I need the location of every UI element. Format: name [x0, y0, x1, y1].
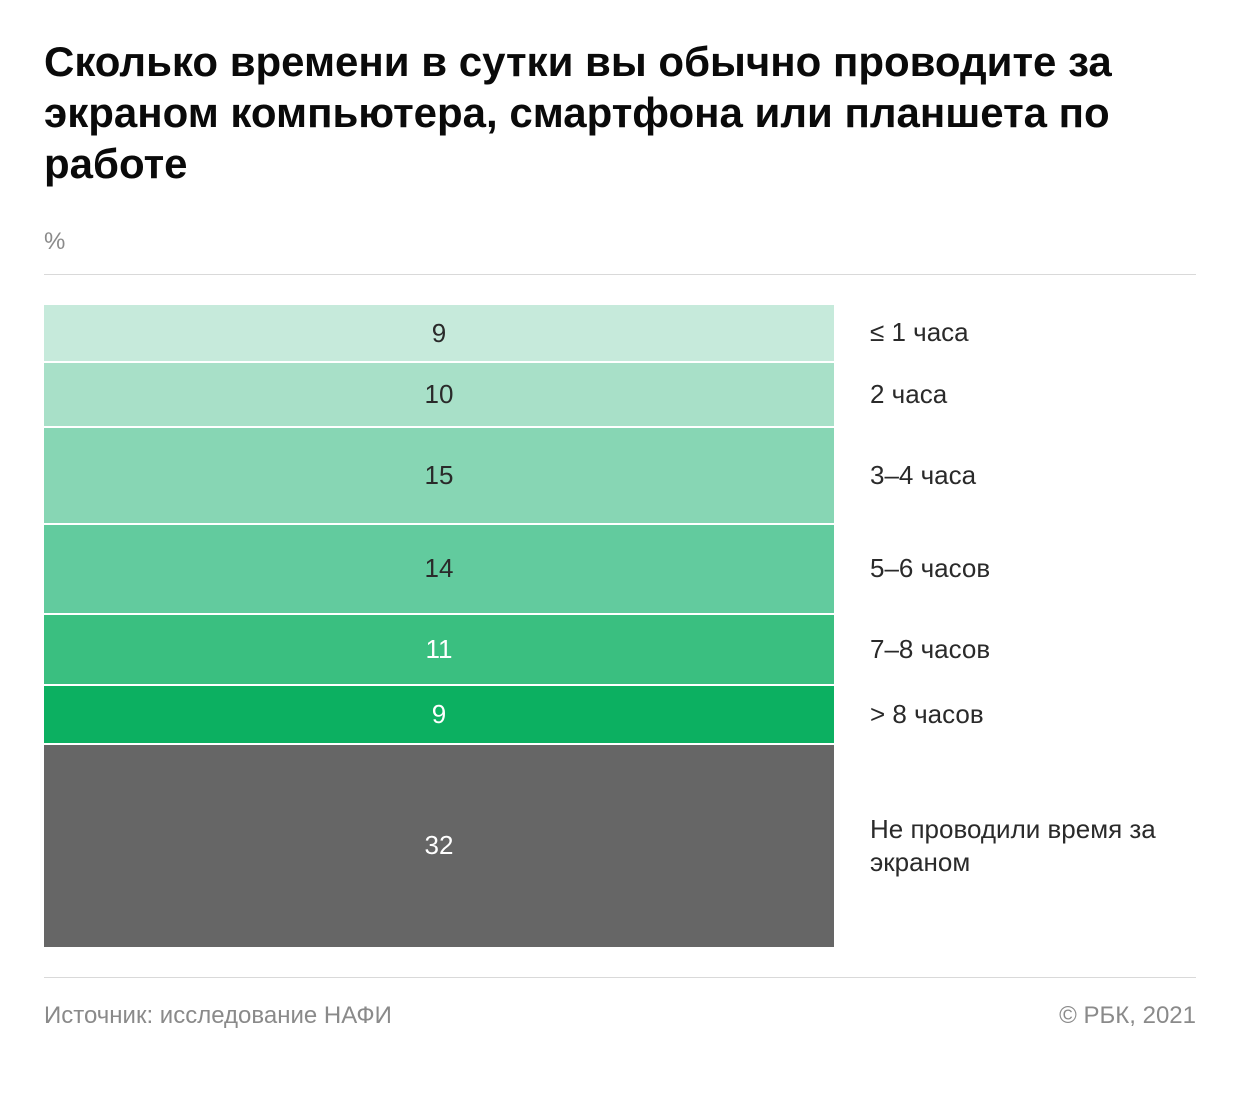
bar-chart: 9 ≤ 1 часа 10 2 часа 15 3–4 часа 14 5–6 часов 11…	[44, 275, 1196, 977]
bar-segment: 15	[44, 428, 834, 523]
footer-source: Источник: исследование НАФИ	[44, 1002, 392, 1030]
row-label: > 8 часов	[870, 698, 984, 731]
footer-credit: © РБК, 2021	[1059, 1002, 1196, 1030]
row-label: 7–8 часов	[870, 633, 990, 666]
row-label: 2 часа	[870, 378, 947, 411]
chart-title: Сколько времени в сутки вы обычно провод…	[44, 36, 1196, 190]
row-label: Не проводили время за экраном	[870, 813, 1170, 880]
row-label: ≤ 1 часа	[870, 316, 969, 349]
chart-row: 11 7–8 часов	[44, 615, 1196, 684]
row-label: 3–4 часа	[870, 459, 976, 492]
bar-segment: 9	[44, 686, 834, 743]
chart-row: 14 5–6 часов	[44, 525, 1196, 613]
chart-row: 32 Не проводили время за экраном	[44, 745, 1196, 947]
row-label: 5–6 часов	[870, 552, 990, 585]
bar-segment: 11	[44, 615, 834, 684]
chart-row: 15 3–4 часа	[44, 428, 1196, 523]
chart-row: 9 > 8 часов	[44, 686, 1196, 743]
bar-segment: 32	[44, 745, 834, 947]
bar-segment: 9	[44, 305, 834, 362]
chart-row: 10 2 часа	[44, 363, 1196, 426]
unit-label: %	[44, 228, 1196, 256]
bar-segment: 10	[44, 363, 834, 426]
chart-row: 9 ≤ 1 часа	[44, 305, 1196, 362]
bar-segment: 14	[44, 525, 834, 613]
